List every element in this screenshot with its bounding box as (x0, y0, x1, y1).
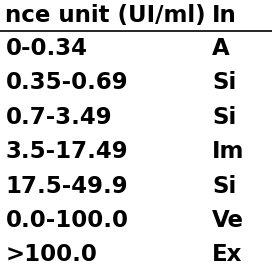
Text: A: A (212, 37, 230, 60)
Text: 0-0.34: 0-0.34 (5, 37, 87, 60)
Text: 0.35-0.69: 0.35-0.69 (5, 71, 128, 94)
Text: In: In (212, 4, 237, 27)
Text: 3.5-17.49: 3.5-17.49 (5, 140, 128, 163)
Text: Si: Si (212, 175, 236, 197)
Text: 0.0-100.0: 0.0-100.0 (5, 209, 128, 232)
Text: Ex: Ex (212, 243, 243, 266)
Text: Si: Si (212, 106, 236, 129)
Text: Im: Im (212, 140, 245, 163)
Text: nce unit (UI/ml): nce unit (UI/ml) (5, 4, 206, 27)
Text: Si: Si (212, 71, 236, 94)
Text: Ve: Ve (212, 209, 244, 232)
Text: >100.0: >100.0 (5, 243, 97, 266)
Text: 0.7-3.49: 0.7-3.49 (5, 106, 112, 129)
Text: 17.5-49.9: 17.5-49.9 (5, 175, 128, 197)
